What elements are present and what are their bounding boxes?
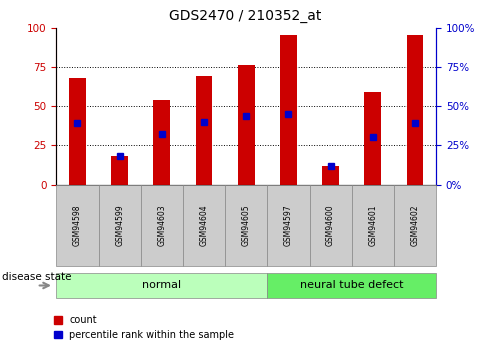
Text: GSM94605: GSM94605	[242, 204, 251, 246]
Text: GSM94602: GSM94602	[411, 204, 419, 246]
Bar	[196, 76, 213, 185]
Bar	[407, 36, 423, 185]
Text: GSM94603: GSM94603	[157, 204, 166, 246]
Text: GSM94604: GSM94604	[199, 204, 209, 246]
Text: GSM94598: GSM94598	[73, 204, 82, 246]
Text: GSM94601: GSM94601	[368, 204, 377, 246]
Legend: count, percentile rank within the sample: count, percentile rank within the sample	[54, 315, 234, 340]
Text: disease state: disease state	[2, 272, 72, 282]
Bar	[238, 65, 255, 185]
Text: GDS2470 / 210352_at: GDS2470 / 210352_at	[169, 9, 321, 23]
Bar	[322, 166, 339, 185]
Bar	[111, 156, 128, 185]
Bar	[365, 92, 381, 185]
Text: normal: normal	[142, 280, 181, 290]
Text: GSM94599: GSM94599	[115, 204, 124, 246]
Text: GSM94600: GSM94600	[326, 204, 335, 246]
Bar	[69, 78, 86, 185]
Text: GSM94597: GSM94597	[284, 204, 293, 246]
Text: neural tube defect: neural tube defect	[300, 280, 403, 290]
Bar	[153, 100, 171, 185]
Bar	[280, 36, 297, 185]
